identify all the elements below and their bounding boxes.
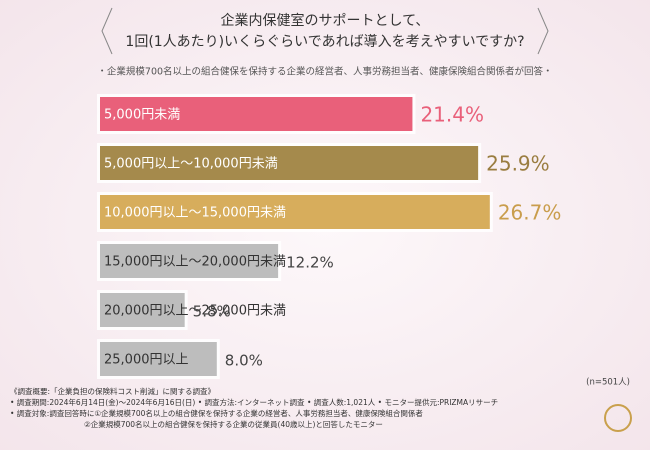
sample-note: (n=501人) <box>586 378 630 388</box>
category-label: 10,000円以上～15,000円未満 <box>104 206 286 221</box>
footnote: 《調査概要:「企業負担の保険料コスト削減」に関する調査》 <box>10 386 215 396</box>
title-bracket-left <box>101 7 113 55</box>
value-label: 8.0% <box>225 352 263 370</box>
chart-title: 1回(1人あたり)いくらぐらいであれば導入を考えやすいですか? <box>125 34 524 50</box>
bar <box>100 244 279 278</box>
category-label: 20,000円以上～25,000円未満 <box>104 304 286 319</box>
title-bracket-right <box>537 7 549 55</box>
chart-subtitle: ・企業規模700名以上の組合健保を保持する企業の経営者、人事労務担当者、健康保険… <box>97 66 552 78</box>
bar <box>100 97 413 131</box>
footnote: • 調査期間:2024年6月14日(金)～2024年6月16日(日) • 調査方… <box>10 397 498 407</box>
value-label: 25.9% <box>486 152 550 176</box>
bar <box>100 195 490 229</box>
category-label: 15,000円以上～20,000円未満 <box>104 255 286 270</box>
value-label: 5.8% <box>193 303 231 321</box>
bar <box>100 293 185 327</box>
category-label: 25,000円以上 <box>104 353 189 368</box>
value-label: 26.7% <box>498 201 562 225</box>
bar <box>100 146 479 180</box>
footnote: ②企業規模700名以上の組合健保を保持する企業の従業員(40歳以上)と回答したモ… <box>84 419 383 429</box>
bar <box>100 342 217 376</box>
value-label: 12.2% <box>286 254 334 272</box>
footnote: • 調査対象:調査回答時に①企業規模700名以上の組合健保を保持する企業の経営者… <box>10 408 423 418</box>
value-label: 21.4% <box>420 103 484 127</box>
logo <box>604 404 632 432</box>
chart-title: 企業内保健室のサポートとして、 <box>221 12 430 29</box>
category-label: 5,000円未満 <box>104 108 180 123</box>
category-label: 5,000円以上～10,000円未満 <box>104 157 278 172</box>
